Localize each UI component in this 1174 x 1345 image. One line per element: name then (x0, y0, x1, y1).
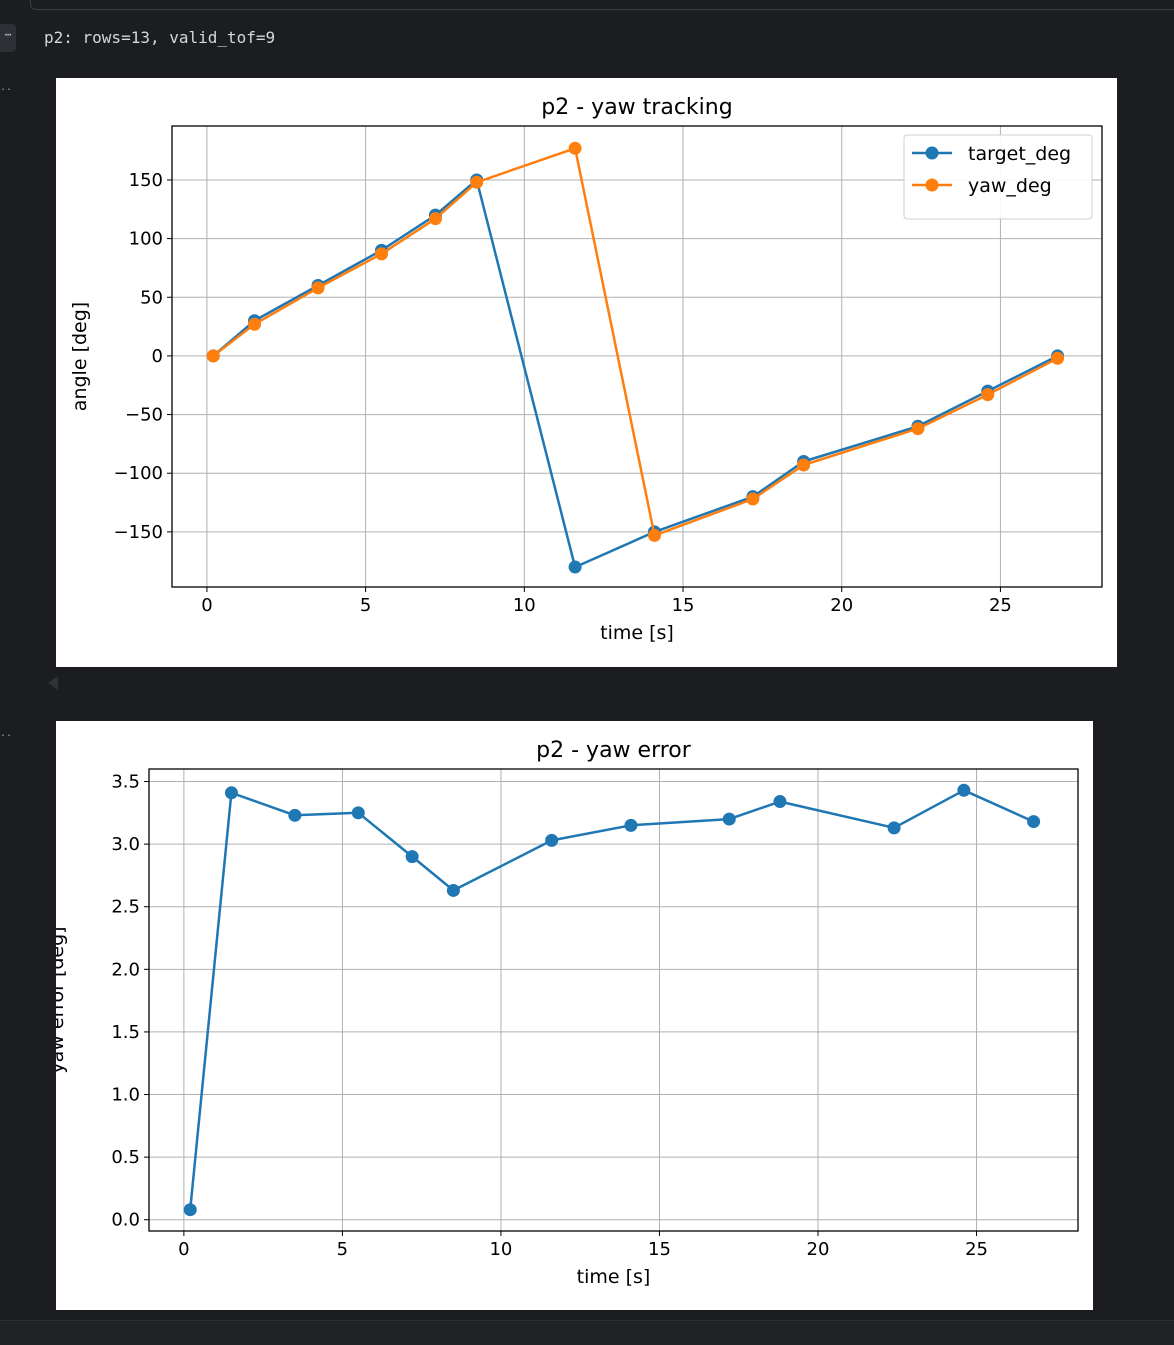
data-point (911, 422, 925, 436)
data-point (887, 821, 901, 835)
cell-output-menu-button[interactable]: ⋯ (0, 24, 16, 52)
legend-marker (925, 178, 939, 192)
plot-frame (148, 768, 1079, 1232)
chart-title: p2 - yaw error (536, 738, 692, 763)
data-point (773, 795, 787, 809)
x-axis-label: time [s] (577, 1266, 651, 1288)
data-point (446, 883, 460, 897)
x-axis-label: time [s] (600, 622, 674, 644)
x-tick-label: 10 (489, 1239, 512, 1260)
legend-marker (925, 146, 939, 160)
y-tick-label: 150 (129, 170, 163, 191)
y-tick-label: −50 (125, 405, 163, 426)
series-line-target_deg (212, 178, 1059, 569)
data-point (981, 388, 995, 402)
x-tick-label: 10 (513, 595, 536, 616)
yaw-error-chart: 0 5 10 15 20 25 3.5 3.0 2.5 2.0 1.5 1.0 0.5 0.0 p2 - y… (56, 738, 1079, 1288)
figure-yaw-error: 0 5 10 15 20 25 3.5 3.0 2.5 2.0 1.5 1.0 0.5 0.0 p2 - y… (56, 721, 1093, 1310)
data-point (957, 783, 971, 797)
data-point (1051, 351, 1065, 365)
collapse-output-arrow-icon[interactable] (48, 676, 58, 690)
cell-input-border (30, 0, 1174, 10)
cell-stdout-text: p2: rows=13, valid_tof=9 (44, 28, 276, 47)
x-tick-label: 25 (965, 1239, 988, 1260)
plot-frame (171, 125, 1103, 588)
x-tick-label: 20 (807, 1239, 830, 1260)
x-tick-label: 20 (830, 595, 853, 616)
chart-title: p2 - yaw tracking (541, 95, 732, 120)
figure-yaw-tracking: 0 5 10 15 20 25 150 100 50 0 −50 −100 −150 p2 - yaw t… (56, 78, 1117, 667)
data-point (248, 317, 262, 331)
data-point (568, 141, 582, 155)
data-point (224, 786, 238, 800)
data-point (797, 458, 811, 472)
x-tick-label: 0 (201, 595, 212, 616)
data-point (405, 850, 419, 864)
data-point (1027, 815, 1041, 829)
legend-label: yaw_deg (968, 175, 1052, 197)
series-line-series-0 (188, 789, 1035, 1210)
output-gutter-dots-icon[interactable]: .. (0, 82, 13, 93)
data-point (311, 281, 325, 295)
data-point (374, 247, 388, 261)
x-tick-label: 5 (360, 595, 371, 616)
legend-box (903, 134, 1093, 220)
x-tick-label: 5 (337, 1239, 348, 1260)
y-tick-label: 1.0 (111, 1085, 140, 1106)
data-point (647, 528, 661, 542)
data-point (470, 175, 484, 189)
bottom-status-bar (0, 1320, 1174, 1345)
data-point (206, 349, 220, 363)
output-gutter-dots-icon[interactable]: .. (0, 728, 13, 739)
y-axis-label: yaw error [deg] (56, 926, 68, 1073)
data-point (568, 560, 582, 574)
y-tick-label: 2.5 (111, 897, 140, 918)
y-tick-label: 100 (129, 229, 163, 250)
data-point (428, 212, 442, 226)
x-tick-label: 15 (648, 1239, 671, 1260)
yaw-tracking-chart: 0 5 10 15 20 25 150 100 50 0 −50 −100 −150 p2 - yaw t… (69, 95, 1103, 644)
data-point (624, 818, 638, 832)
data-point (288, 808, 302, 822)
legend-label: target_deg (968, 143, 1071, 165)
y-tick-label: 0 (152, 346, 163, 367)
y-tick-label: 50 (140, 287, 163, 308)
y-tick-label: 2.0 (111, 959, 140, 980)
x-tick-label: 25 (989, 595, 1012, 616)
data-point (722, 812, 736, 826)
y-tick-label: −150 (114, 522, 163, 543)
y-tick-label: 3.0 (111, 834, 140, 855)
data-point (183, 1203, 197, 1217)
x-tick-label: 15 (672, 595, 695, 616)
x-tick-label: 0 (178, 1239, 189, 1260)
y-tick-label: 1.5 (111, 1022, 140, 1043)
data-point (746, 492, 760, 506)
y-axis-label: angle [deg] (69, 302, 91, 411)
y-tick-label: 0.0 (111, 1210, 140, 1231)
y-tick-label: 0.5 (111, 1147, 140, 1168)
data-point (545, 833, 559, 847)
y-tick-label: 3.5 (111, 772, 140, 793)
y-tick-label: −100 (114, 463, 163, 484)
data-point (351, 806, 365, 820)
